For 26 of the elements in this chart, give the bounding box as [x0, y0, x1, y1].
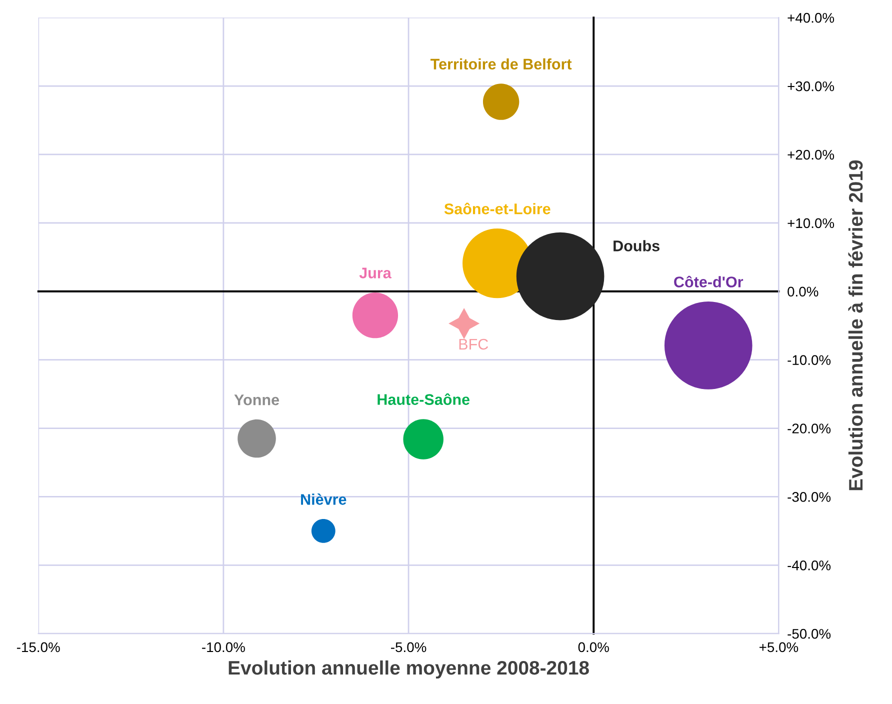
y-tick-label: +10.0%	[788, 218, 834, 228]
x-tick-label: +5.0%	[760, 642, 798, 652]
series-label: Yonne	[234, 394, 280, 406]
series-label: Haute-Saône	[378, 393, 470, 405]
y-tick-label: +20.0%	[788, 150, 834, 160]
y-tick-label: +30.0%	[788, 81, 834, 92]
series-label: BFC	[459, 338, 488, 350]
y-tick-label: -40.0%	[788, 560, 831, 570]
series-label: Saône-et-Loire	[444, 202, 550, 214]
y-tick-label: -20.0%	[788, 424, 831, 434]
x-tick-label: -15.0%	[16, 642, 60, 652]
series-label: Doubs	[614, 240, 660, 252]
series-label: Nièvre	[301, 494, 346, 505]
y-tick-label: -50.0%	[788, 628, 831, 639]
y-tick-label: -10.0%	[788, 355, 831, 365]
x-tick-label: 0.0%	[578, 642, 609, 652]
y-axis-title: Evolution annuelle à fin février 2019	[848, 160, 863, 490]
x-axis-title: Evolution annuelle moyenne 2008-2018	[228, 660, 589, 679]
x-tick-label: -10.0%	[202, 642, 245, 652]
series-label: Côte-d'Or	[674, 276, 744, 288]
x-tick-label: -5.0%	[391, 642, 426, 652]
series-label: Territoire de Belfort	[430, 58, 572, 70]
y-tick-label: 0.0%	[788, 286, 818, 297]
y-tick-label: +40.0%	[788, 12, 834, 23]
y-tick-label: -30.0%	[788, 492, 831, 502]
series-label: Jura	[359, 268, 392, 278]
